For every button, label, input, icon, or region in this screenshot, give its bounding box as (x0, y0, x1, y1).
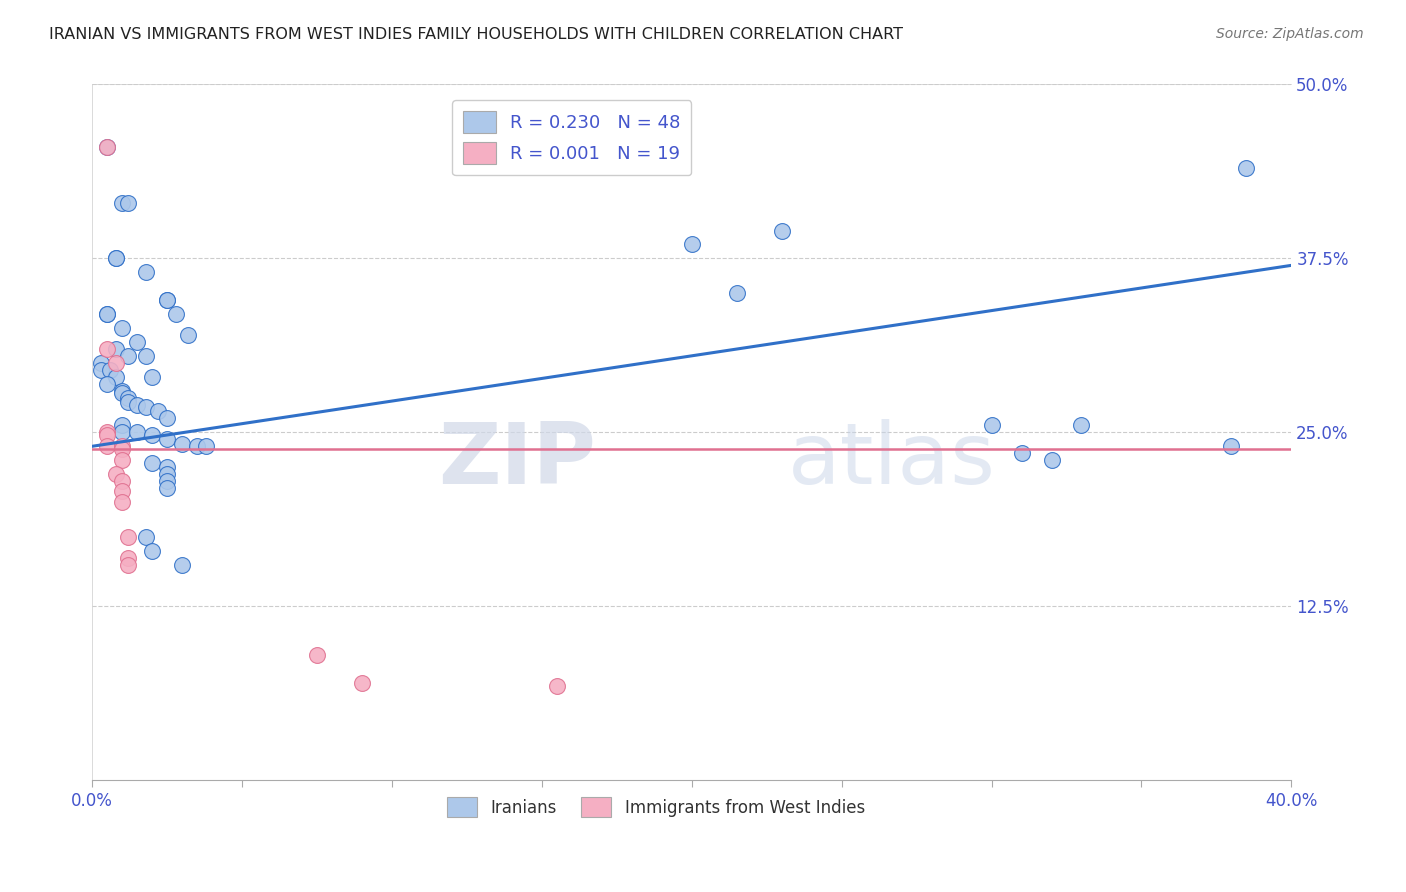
Point (117, 391, 139, 405)
Point (117, 530, 139, 544)
Point (177, 328, 200, 343)
Point (1220, 439, 1243, 453)
Point (1070, 418, 1092, 433)
Point (111, 386, 134, 401)
Point (111, 442, 134, 456)
Point (111, 495, 134, 509)
Point (135, 349, 157, 363)
Point (117, 394, 139, 409)
Point (725, 286, 748, 301)
Point (117, 349, 139, 363)
Point (96, 140, 118, 154)
Text: atlas: atlas (787, 418, 995, 501)
Point (127, 334, 149, 349)
Point (156, 411, 179, 425)
Point (127, 425, 149, 440)
Point (146, 404, 169, 418)
Point (96, 376, 118, 391)
Point (141, 456, 163, 470)
Point (96, 425, 118, 440)
Point (156, 293, 179, 307)
Legend: Iranians, Immigrants from West Indies: Iranians, Immigrants from West Indies (440, 790, 872, 824)
Point (96, 307, 118, 321)
Point (98, 363, 121, 377)
Point (111, 483, 134, 498)
Point (117, 195, 139, 210)
Point (111, 453, 134, 467)
Point (90, 363, 112, 377)
Point (980, 418, 1002, 433)
Point (117, 558, 139, 572)
Point (111, 474, 134, 488)
Point (1234, 161, 1257, 175)
Point (96, 307, 118, 321)
Point (96, 428, 118, 442)
Point (117, 550, 139, 565)
Point (105, 252, 128, 266)
Point (111, 425, 134, 440)
Point (105, 369, 128, 384)
Point (305, 648, 328, 662)
Point (90, 356, 112, 370)
Point (111, 418, 134, 433)
Point (195, 439, 218, 453)
Point (96, 439, 118, 453)
Point (186, 439, 208, 453)
Point (105, 252, 128, 266)
Point (681, 237, 703, 252)
Text: IRANIAN VS IMMIGRANTS FROM WEST INDIES FAMILY HOUSEHOLDS WITH CHILDREN CORRELATI: IRANIAN VS IMMIGRANTS FROM WEST INDIES F… (49, 27, 903, 42)
Point (127, 398, 149, 412)
Point (1011, 446, 1033, 460)
Point (135, 401, 157, 415)
Point (770, 223, 793, 237)
Point (156, 467, 179, 482)
Point (105, 356, 128, 370)
Point (172, 436, 194, 450)
Point (1040, 453, 1063, 467)
Point (546, 679, 568, 693)
Point (111, 439, 134, 453)
Point (156, 460, 179, 475)
Point (111, 195, 134, 210)
Point (141, 369, 163, 384)
Point (135, 265, 157, 279)
Point (172, 558, 194, 572)
Point (156, 433, 179, 447)
Point (111, 321, 134, 335)
Point (350, 676, 373, 690)
Point (156, 474, 179, 488)
Point (111, 384, 134, 398)
Point (156, 293, 179, 307)
Point (141, 543, 163, 558)
Point (96, 140, 118, 154)
Point (105, 342, 128, 356)
Point (156, 481, 179, 495)
Point (96, 342, 118, 356)
Point (105, 467, 128, 482)
Text: ZIP: ZIP (439, 418, 596, 501)
Point (135, 530, 157, 544)
Point (141, 428, 163, 442)
Text: Source: ZipAtlas.com: Source: ZipAtlas.com (1216, 27, 1364, 41)
Point (165, 307, 187, 321)
